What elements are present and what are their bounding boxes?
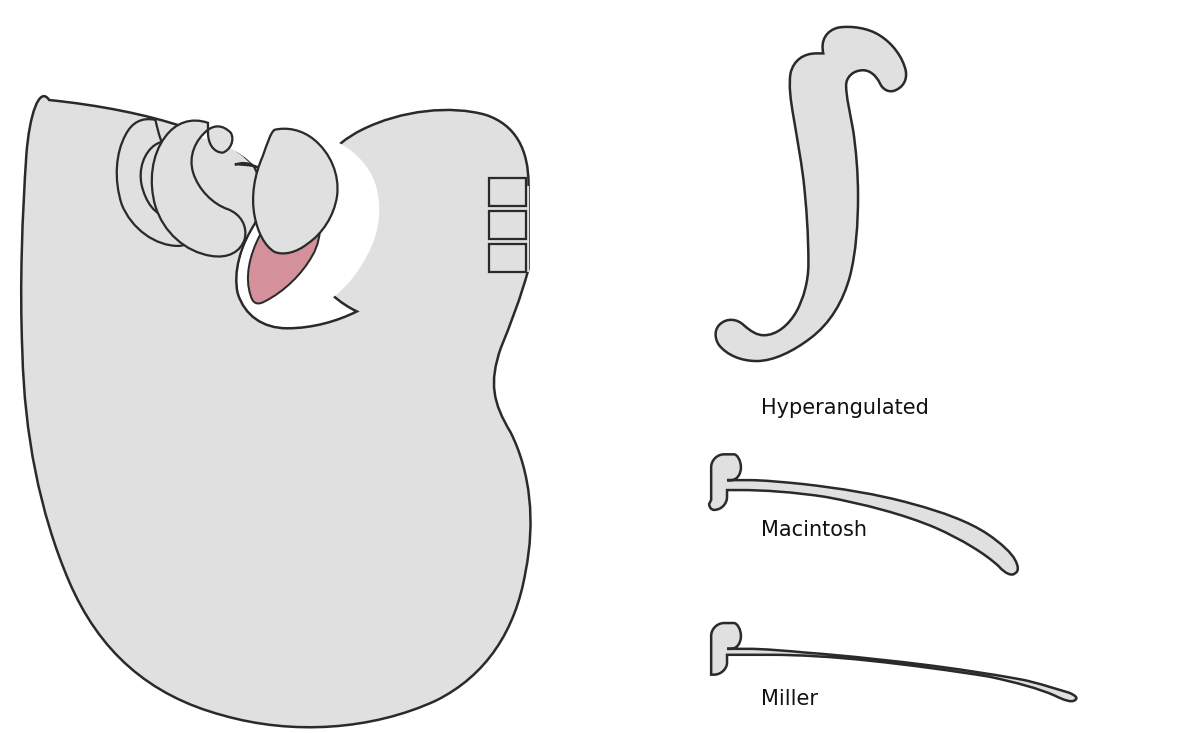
PathPatch shape xyxy=(184,129,379,315)
PathPatch shape xyxy=(253,129,337,254)
PathPatch shape xyxy=(488,211,526,239)
PathPatch shape xyxy=(486,186,528,272)
PathPatch shape xyxy=(235,163,320,303)
PathPatch shape xyxy=(715,27,906,361)
PathPatch shape xyxy=(488,178,526,206)
Text: Macintosh: Macintosh xyxy=(761,520,866,539)
PathPatch shape xyxy=(116,119,192,246)
Text: Hyperangulated: Hyperangulated xyxy=(761,398,929,418)
PathPatch shape xyxy=(712,623,1076,701)
PathPatch shape xyxy=(151,120,245,257)
Text: Miller: Miller xyxy=(761,688,817,709)
PathPatch shape xyxy=(709,454,1018,575)
PathPatch shape xyxy=(22,96,530,727)
PathPatch shape xyxy=(488,244,526,272)
